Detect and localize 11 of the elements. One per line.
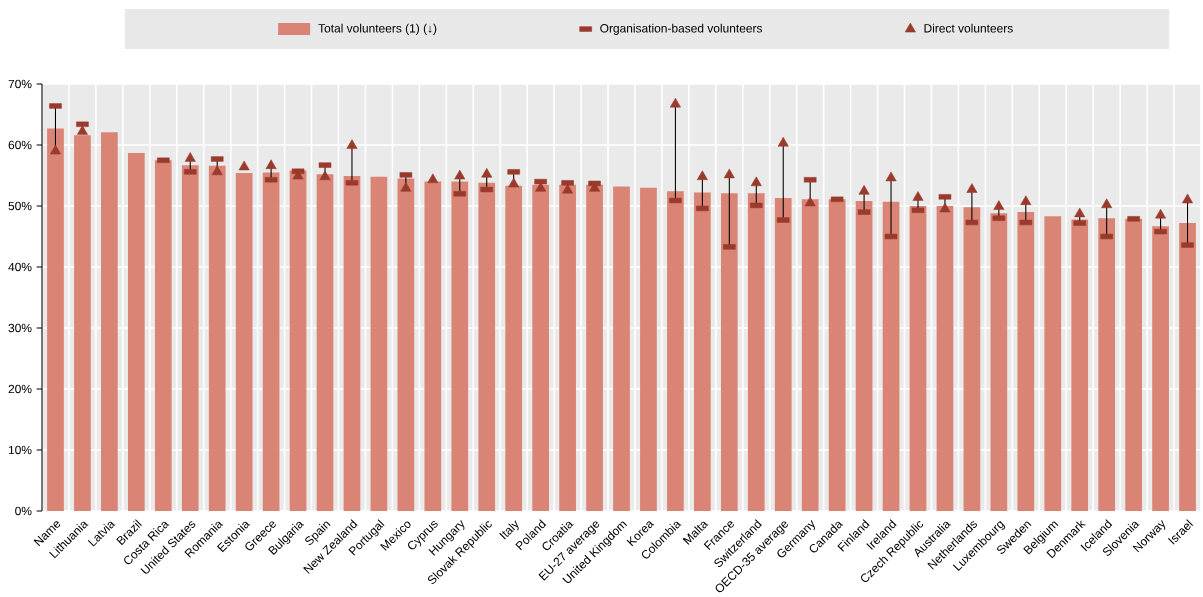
y-tick-label: 70% — [8, 79, 32, 89]
y-tick-label: 40% — [8, 262, 32, 272]
y-tick-label: 20% — [8, 384, 32, 394]
y-tick-label: 0% — [15, 506, 32, 516]
legend-label: Direct volunteers — [924, 23, 1013, 33]
y-tick-label: 60% — [8, 140, 32, 150]
y-tick-label: 50% — [8, 201, 32, 211]
y-tick-label: 30% — [8, 323, 32, 333]
legend-label: Organisation-based volunteers — [600, 23, 763, 35]
y-tick-label: 10% — [8, 445, 32, 455]
legend-label: Total volunteers (1) (↓) — [318, 23, 437, 35]
